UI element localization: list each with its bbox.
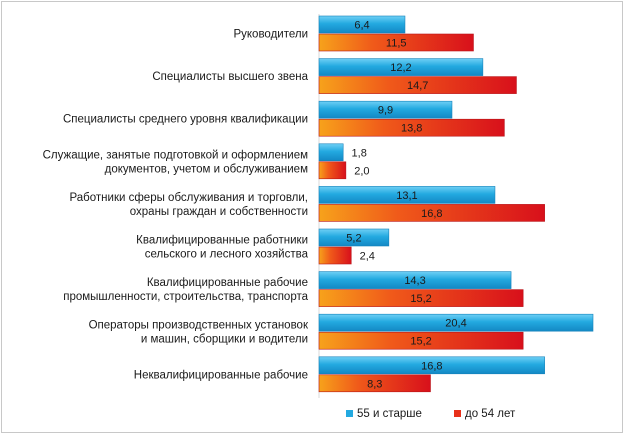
legend-label: до 54 лет (465, 408, 516, 420)
category-label: Операторы производственных установок (89, 320, 309, 332)
bar-up-to-54 (318, 374, 431, 393)
data-label: 1,8 (352, 147, 367, 159)
bar-up-to-54 (318, 331, 524, 350)
bar-up-to-54 (318, 33, 474, 52)
category-label: Специалисты среднего уровня квалификации (63, 114, 308, 126)
bar-55-and-older (318, 271, 512, 289)
data-label: 9,9 (378, 105, 393, 117)
bar-55-and-older (318, 313, 594, 332)
data-label: 13,1 (396, 190, 417, 202)
data-label: 2,4 (360, 251, 375, 263)
data-label: 14,7 (407, 80, 428, 92)
bar-up-to-54 (318, 204, 545, 222)
data-label: 20,4 (445, 318, 466, 330)
category-label: документов, учетом и обслуживанием (105, 163, 308, 175)
category-label: промышленности, строительства, транспорт… (63, 291, 308, 303)
data-label: 6,4 (354, 20, 369, 32)
category-label: Специалисты высшего звена (152, 71, 308, 83)
data-label: 2,0 (354, 165, 369, 177)
legend-label: 55 и старше (357, 408, 422, 420)
category-label: Неквалифицированные рабочие (134, 369, 308, 381)
bar-55-and-older (318, 143, 344, 162)
category-label: и машин, сборщики и водители (141, 334, 308, 346)
data-label: 5,2 (346, 233, 361, 245)
category-label: Квалифицированные рабочие (147, 277, 308, 289)
bar-55-and-older (318, 228, 390, 247)
bar-up-to-54 (318, 76, 517, 94)
bar-up-to-54 (318, 246, 352, 265)
category-label: Руководители (233, 29, 308, 41)
category-label: Работники сферы обслуживания и торговли, (69, 192, 308, 204)
bar-up-to-54 (318, 118, 505, 137)
bar-55-and-older (318, 58, 484, 76)
bar-up-to-54 (318, 161, 347, 180)
data-label: 12,2 (390, 62, 411, 74)
category-label: охраны граждан и собственности (130, 206, 308, 218)
data-label: 16,8 (421, 208, 442, 220)
bar-55-and-older (318, 186, 496, 204)
data-label: 8,3 (367, 378, 382, 390)
bar-55-and-older (318, 15, 406, 34)
data-label: 16,8 (421, 360, 442, 372)
bar-55-and-older (318, 356, 545, 375)
data-label: 15,2 (410, 293, 431, 305)
data-label: 14,3 (404, 275, 425, 287)
data-label: 11,5 (386, 38, 407, 50)
data-label: 15,2 (410, 336, 431, 348)
legend-swatch-up-to-54 (454, 410, 461, 417)
legend-swatch-55-and-older (346, 410, 353, 417)
bar-55-and-older (318, 100, 453, 119)
category-label: Квалифицированные работники (136, 235, 308, 247)
category-label: Служащие, занятые подготовкой и оформлен… (43, 149, 308, 161)
bar-up-to-54 (318, 289, 524, 307)
category-label: сельского и лесного хозяйства (145, 249, 309, 261)
data-label: 13,8 (401, 123, 422, 135)
